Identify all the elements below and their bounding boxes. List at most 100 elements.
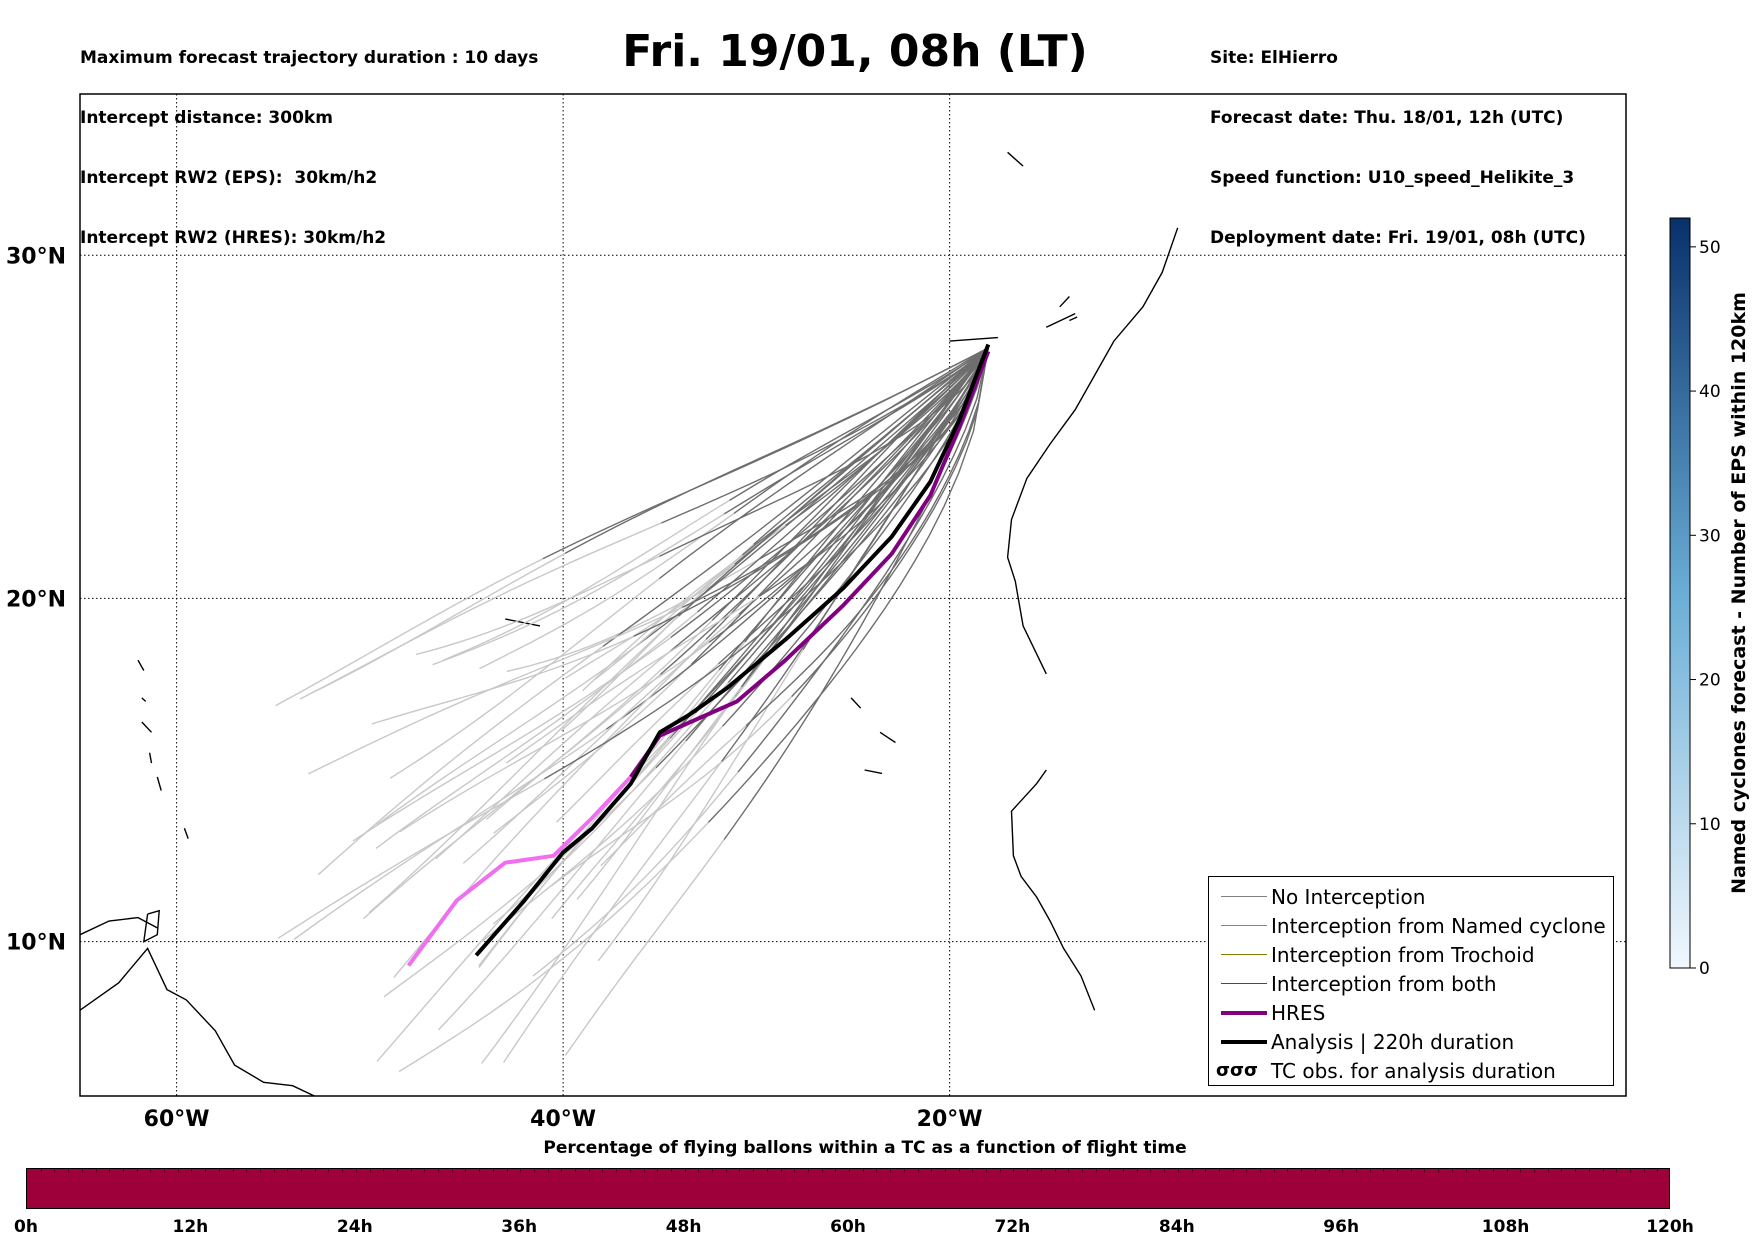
- ens-track-near: [602, 347, 989, 647]
- time-bar-gridmark: [1643, 1169, 1645, 1173]
- time-bar-gridmark: [451, 1169, 453, 1173]
- time-bar-gridmark: [1287, 1169, 1289, 1173]
- time-bar-gridmark: [122, 1169, 124, 1173]
- legend-label: TC obs. for analysis duration: [1271, 1059, 1556, 1083]
- legend-label: HRES: [1271, 1001, 1326, 1025]
- time-bar-gridmark: [287, 1169, 289, 1173]
- legend-item-tc-obs: σσσ TC obs. for analysis duration: [1209, 1057, 1613, 1086]
- ens-track-far: [556, 663, 719, 823]
- legend-label: No Interception: [1271, 885, 1426, 909]
- legend-label: Interception from Trochoid: [1271, 943, 1535, 967]
- time-bar-gridmark: [1629, 1169, 1631, 1173]
- ens-track-far: [443, 499, 730, 661]
- ens-track-far: [277, 778, 545, 939]
- ensemble-tracks: [275, 347, 989, 1073]
- time-bar-gridmark: [657, 1169, 659, 1173]
- time-bar-gridmark: [629, 1169, 631, 1173]
- time-bar-gridmark: [849, 1169, 850, 1173]
- time-bar-gridmark: [602, 1169, 604, 1173]
- ens-track-near: [544, 347, 989, 780]
- coastline-segment: [879, 731, 896, 744]
- ens-track-near: [733, 347, 989, 514]
- time-bar-gridmark: [835, 1169, 837, 1173]
- time-bar-gridmark: [1342, 1169, 1344, 1173]
- legend-swatch: [1221, 1040, 1267, 1044]
- time-bar-gridmark: [588, 1169, 590, 1173]
- time-bar-gridmark: [1328, 1169, 1330, 1173]
- colorbar-ticks: 0 10 20 30 40 50: [1690, 238, 1721, 979]
- ens-track-near: [745, 347, 989, 727]
- time-bar-gridmark: [424, 1169, 426, 1173]
- time-bar-gridmark: [232, 1169, 234, 1173]
- ens-track-near: [741, 347, 989, 556]
- time-bar-gridmark: [68, 1169, 70, 1173]
- ens-track-far: [576, 686, 743, 900]
- header-right: Site: ElHierro Forecast date: Thu. 18/01…: [1210, 8, 1586, 268]
- lat-tick-label: 30°N: [6, 244, 66, 269]
- time-bar-gridmark: [1177, 1169, 1179, 1173]
- ens-track-far: [383, 767, 657, 998]
- time-bar-gridmark: [999, 1169, 1001, 1173]
- time-bar-gridmark: [191, 1169, 193, 1173]
- time-bar-gridmark: [944, 1169, 946, 1173]
- ens-track-near: [659, 347, 989, 676]
- time-bar-gridmark: [479, 1169, 481, 1173]
- time-bar-gridmark: [328, 1169, 330, 1173]
- time-bar-gridmark: [903, 1169, 905, 1173]
- time-bar-gridmark: [259, 1169, 261, 1173]
- time-tick-label: 84h: [1158, 1217, 1195, 1237]
- time-bar-gridmark: [246, 1169, 248, 1173]
- time-bar-gridmark: [1164, 1169, 1166, 1173]
- colorbar-label: Named cyclones forecast - Number of EPS …: [1728, 292, 1750, 894]
- ens-track-near: [542, 347, 989, 560]
- header-left-line: Intercept RW2 (HRES): 30km/h2: [80, 228, 387, 248]
- time-bar-gridmark: [643, 1169, 645, 1173]
- time-bar-gridmark: [1355, 1169, 1357, 1173]
- time-bar-gridmark: [301, 1169, 302, 1173]
- time-bar-gridmark: [1301, 1169, 1303, 1173]
- time-bar-gridmark: [1575, 1169, 1577, 1173]
- time-bar-gridmark: [725, 1169, 727, 1173]
- ens-track-far: [415, 555, 660, 656]
- ens-track-near: [729, 347, 989, 501]
- time-bar-gridmark: [670, 1169, 672, 1173]
- time-bar-gridmark: [438, 1169, 439, 1173]
- ens-track-near: [670, 347, 989, 639]
- time-bar-gridmark: [1397, 1169, 1398, 1173]
- legend-swatch: [1221, 983, 1267, 985]
- ens-track-near: [737, 347, 989, 773]
- time-tick-label: 36h: [501, 1217, 538, 1237]
- ens-track-near: [723, 347, 989, 515]
- coastline-segment: [142, 909, 160, 943]
- legend-item-named-cyclone: Interception from Named cyclone: [1209, 912, 1613, 941]
- ens-track-far: [363, 673, 661, 920]
- ens-track-far: [564, 563, 735, 679]
- time-bar-gridmark: [917, 1169, 919, 1173]
- time-bar-gridmark: [150, 1169, 152, 1173]
- time-bar-gridmark: [1506, 1169, 1508, 1173]
- time-bar-gridmark: [369, 1169, 371, 1173]
- lat-tick-label: 20°N: [6, 587, 66, 612]
- time-bar-gridmark: [396, 1169, 398, 1173]
- coastline-segment: [80, 916, 158, 936]
- time-bar-gridmark: [1438, 1169, 1440, 1173]
- header-right-line: Site: ElHierro: [1210, 48, 1338, 68]
- time-tick-label: 60h: [830, 1217, 866, 1237]
- time-bar-gridmark: [95, 1169, 97, 1173]
- time-bar-gridmark: [1520, 1169, 1522, 1173]
- time-bar-gridmark: [1191, 1169, 1193, 1173]
- ens-track-near: [734, 347, 989, 565]
- time-bar-gridmark: [109, 1169, 111, 1173]
- time-bar-gridmark: [1218, 1169, 1220, 1173]
- ens-track-far: [532, 771, 739, 977]
- coastline-segment: [1059, 296, 1070, 308]
- time-bar-gridmark: [780, 1169, 782, 1173]
- legend-label: Interception from Named cyclone: [1271, 914, 1606, 938]
- time-bar-gridmark: [698, 1169, 700, 1173]
- time-bar-gridmark: [1534, 1169, 1535, 1173]
- coastline-segment: [137, 659, 145, 671]
- time-tick-label: 120h: [1646, 1217, 1694, 1237]
- time-bar-gridmark: [520, 1169, 522, 1173]
- time-bar-gridmark: [1451, 1169, 1453, 1173]
